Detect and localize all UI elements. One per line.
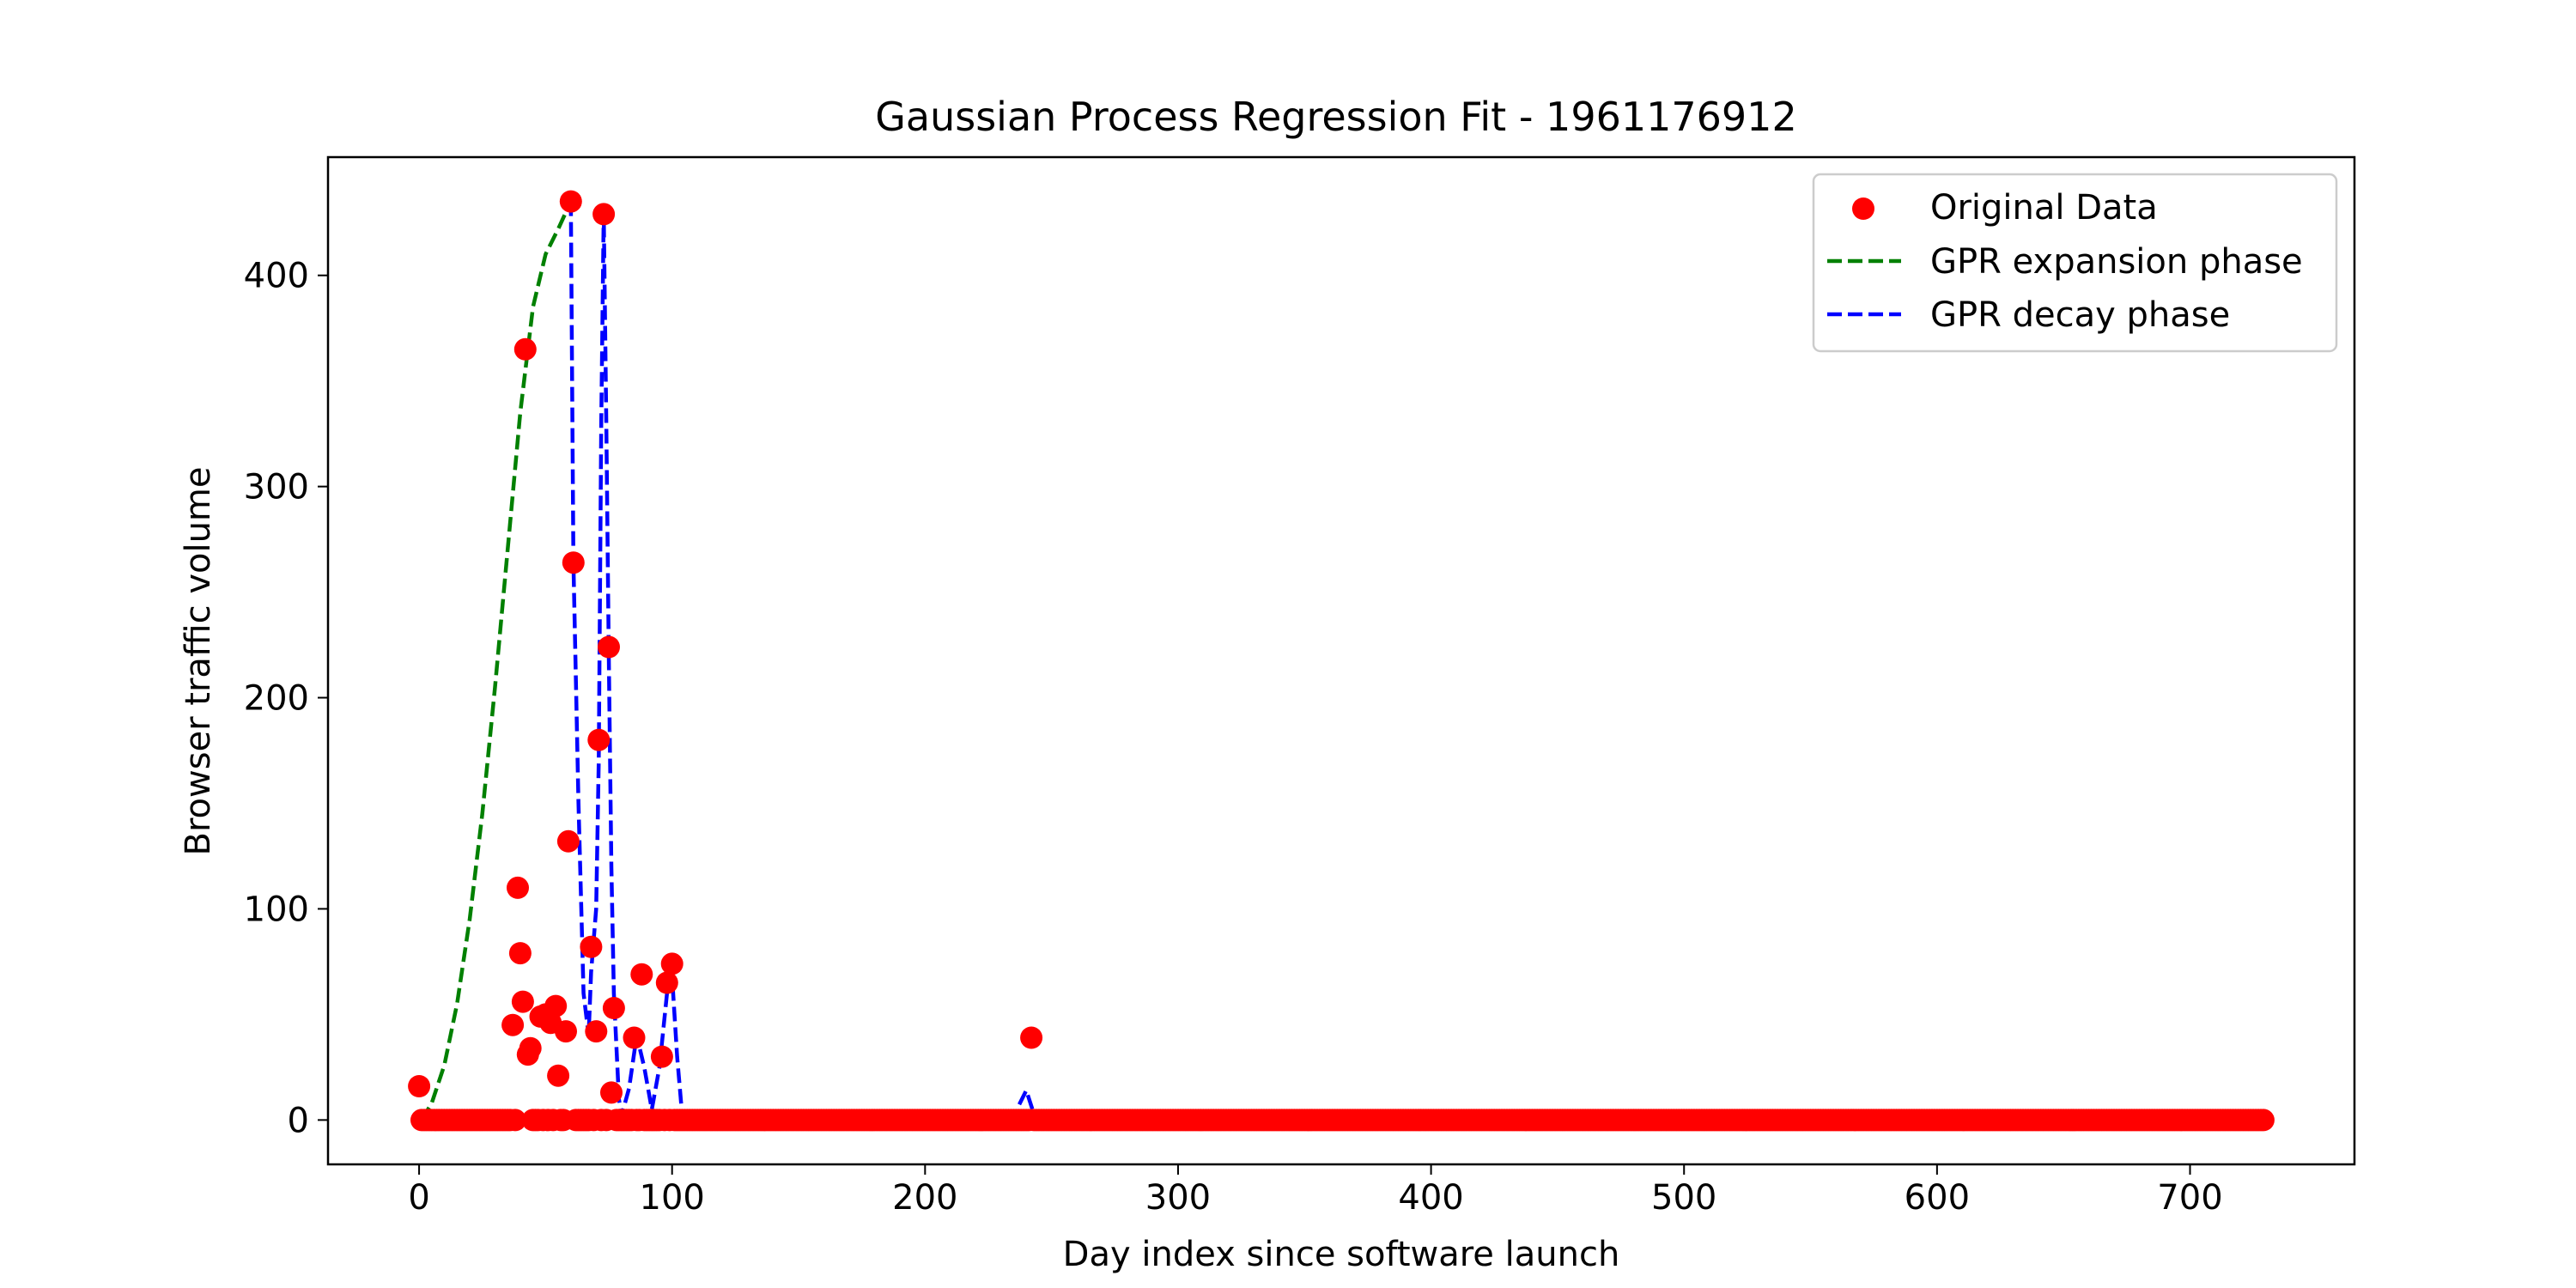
data-point: [600, 1081, 623, 1104]
data-point: [508, 942, 532, 965]
data-point: [504, 1109, 526, 1132]
y-tick-label: 100: [244, 890, 309, 929]
data-point: [585, 1020, 608, 1043]
data-point: [544, 994, 568, 1018]
data-point: [501, 1013, 525, 1036]
data-point: [507, 876, 529, 899]
data-point: [556, 829, 580, 853]
data-point: [1020, 1026, 1043, 1049]
data-point: [2251, 1109, 2275, 1132]
legend-label-original-data: Original Data: [1930, 188, 2158, 228]
data-point: [511, 990, 534, 1013]
y-axis: 0 100 200 300 400: [244, 257, 328, 1140]
data-point: [555, 1020, 577, 1043]
plot-area: [408, 190, 2275, 1132]
y-axis-label: Browser traffic volume: [179, 466, 218, 855]
data-point: [562, 551, 585, 574]
data-point: [630, 963, 653, 986]
data-point: [650, 1045, 673, 1068]
series-layer: [408, 190, 2275, 1132]
y-tick-label: 0: [288, 1101, 309, 1140]
x-axis-label: Day index since software launch: [1063, 1235, 1620, 1274]
data-point: [598, 635, 620, 659]
data-point: [513, 337, 537, 361]
x-tick-label: 500: [1651, 1178, 1716, 1218]
legend: Original Data GPR expansion phase GPR de…: [1812, 173, 2338, 353]
data-point: [519, 1036, 542, 1060]
chart-title: Gaussian Process Regression Fit - 196117…: [875, 94, 1796, 140]
data-point: [559, 190, 582, 213]
expansion-phase-line: [420, 200, 573, 1121]
x-tick-label: 600: [1905, 1178, 1970, 1218]
data-point: [660, 952, 683, 975]
x-tick-label: 300: [1145, 1178, 1211, 1218]
data-point: [655, 971, 678, 994]
y-tick-label: 400: [244, 257, 309, 296]
legend-label-expansion: GPR expansion phase: [1930, 242, 2303, 282]
data-point: [592, 203, 616, 226]
x-tick-label: 0: [408, 1178, 429, 1218]
decay-phase-line: [568, 201, 2263, 1122]
legend-marker-original-data: [1852, 197, 1874, 220]
data-point: [408, 1075, 431, 1097]
x-tick-label: 100: [640, 1178, 705, 1218]
y-tick-label: 200: [244, 679, 309, 719]
data-point: [587, 728, 611, 751]
x-tick-label: 700: [2157, 1178, 2222, 1218]
data-point: [602, 997, 625, 1019]
data-point: [580, 935, 603, 958]
x-tick-label: 400: [1398, 1178, 1463, 1218]
data-point: [547, 1064, 570, 1087]
x-axis: 0 100 200 300 400 500 600 700: [408, 1164, 2223, 1218]
y-tick-label: 300: [244, 468, 309, 507]
legend-label-decay: GPR decay phase: [1930, 295, 2230, 335]
data-point: [623, 1026, 646, 1049]
x-tick-label: 200: [892, 1178, 957, 1218]
legend-box: [1812, 173, 2338, 353]
plot-frame: [326, 155, 2356, 1166]
